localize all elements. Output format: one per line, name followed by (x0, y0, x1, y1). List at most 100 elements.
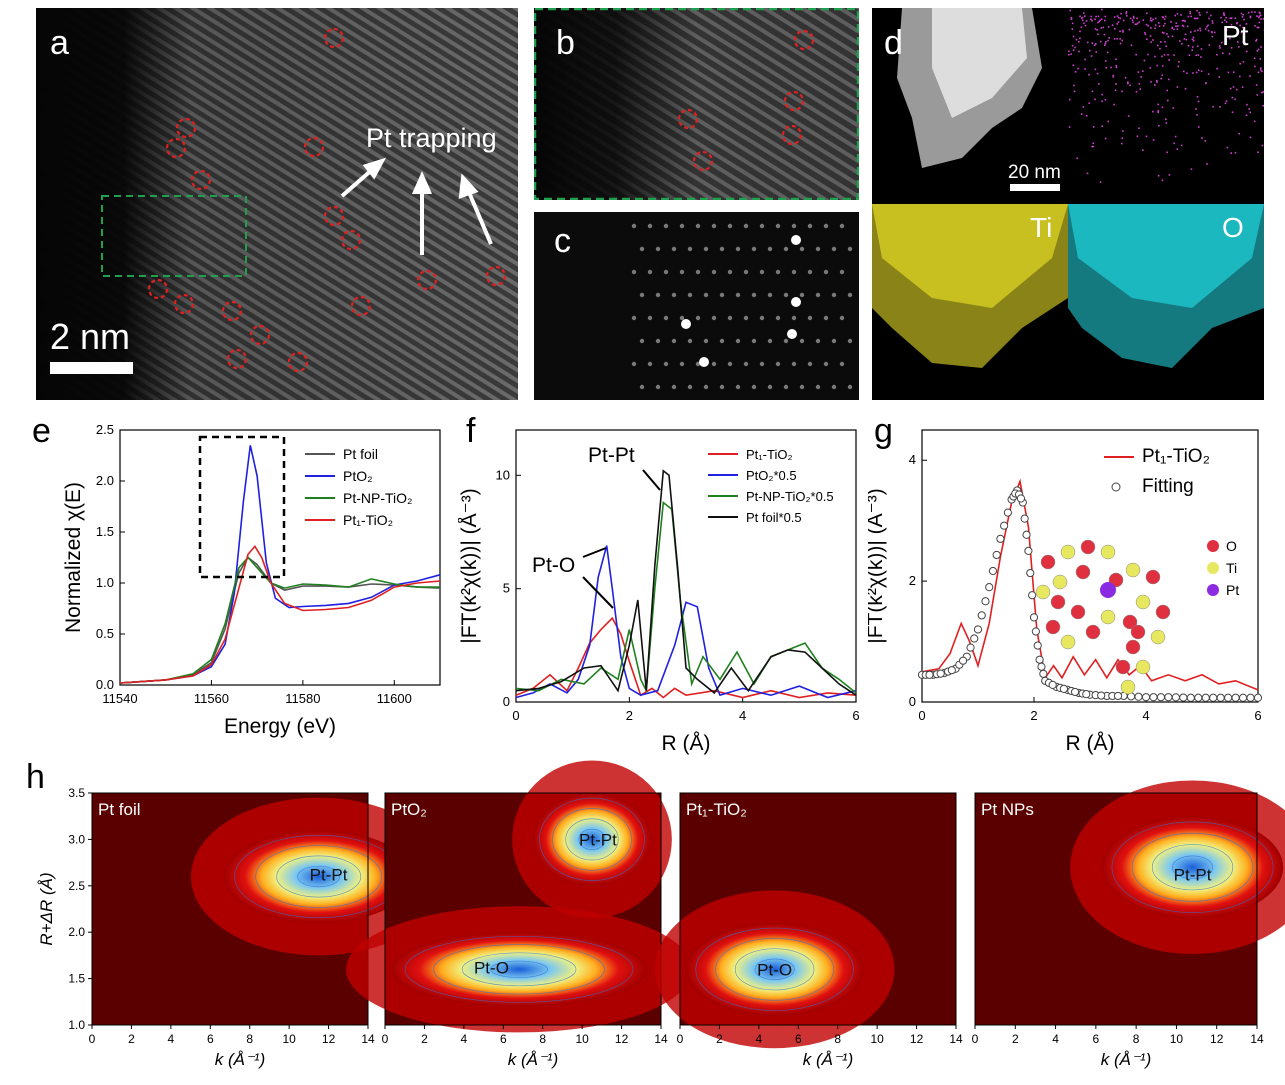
data-point (1165, 694, 1172, 701)
y-tick-label: 1.5 (68, 972, 85, 986)
pt-signal-dot (1192, 39, 1194, 41)
pt-signal-dot (1219, 45, 1221, 47)
y-tick-label: 2.0 (96, 473, 114, 488)
pt-signal-dot (1248, 108, 1250, 110)
y-tick-label: 3.0 (68, 832, 85, 846)
pt-signal-dot (1129, 85, 1131, 87)
pt-signal-dot (1246, 104, 1248, 106)
fft-spot (728, 224, 732, 228)
pt-signal-dot (1209, 44, 1211, 46)
x-tick-label: 4 (739, 708, 746, 723)
data-point (1071, 688, 1078, 695)
pt-signal-dot (1198, 126, 1200, 128)
x-tick-label: 2 (421, 1032, 428, 1046)
pt-signal-dot (1254, 57, 1256, 59)
pt-signal-dot (1260, 18, 1262, 20)
pt-signal-dot (1222, 52, 1224, 54)
panel-letter-h: h (26, 758, 45, 797)
pt-signal-dot (1212, 20, 1214, 22)
o-atom (1156, 605, 1170, 619)
data-point (1247, 694, 1254, 701)
o-atom (1146, 570, 1160, 584)
pt-signal-dot (1150, 20, 1152, 22)
fft-spot (792, 224, 796, 228)
pt-signal-dot (1262, 105, 1264, 107)
pt-signal-dot (1158, 125, 1160, 127)
fft-spot (784, 339, 788, 343)
ti-atom (1053, 575, 1067, 589)
pt-signal-dot (1259, 22, 1261, 24)
pt-signal-dot (1162, 106, 1164, 108)
pt-signal-dot (1177, 86, 1179, 88)
pt-signal-dot (1173, 143, 1175, 145)
fft-spot (656, 339, 660, 343)
fft-spot (840, 270, 844, 274)
pt-signal-dot (1150, 81, 1152, 83)
fft-spot (840, 224, 844, 228)
wt-peak-label: Pt-Pt (1174, 866, 1212, 885)
pt-signal-dot (1115, 83, 1117, 85)
pt-signal-dot (1205, 82, 1207, 84)
map-label-ti: Ti (1030, 212, 1052, 244)
pt-signal-dot (1196, 114, 1198, 116)
pt-signal-dot (1233, 71, 1235, 73)
fft-spot (752, 339, 756, 343)
pt-signal-dot (1212, 106, 1214, 108)
pt-signal-dot (1191, 49, 1193, 51)
pt-signal-dot (1225, 17, 1227, 19)
pt-signal-dot (1158, 175, 1160, 177)
y-axis-label: Normalized χ(E) (62, 482, 85, 633)
pt-signal-dot (1193, 37, 1195, 39)
pt-signal-dot (1075, 71, 1077, 73)
pt-signal-dot (1105, 43, 1107, 45)
ti-atom (1121, 680, 1135, 694)
pt-signal-dot (1256, 94, 1258, 96)
pt-signal-dot (1076, 157, 1078, 159)
y-tick-label: 2 (909, 573, 916, 588)
pt-signal-dot (1116, 65, 1118, 67)
x-tick-label: 0 (972, 1032, 979, 1046)
pt-signal-dot (1256, 84, 1258, 86)
pt-signal-dot (1116, 67, 1118, 69)
pt-signal-dot (1197, 54, 1199, 56)
fft-bright-spot (699, 357, 709, 367)
pt-signal-dot (1138, 127, 1140, 129)
pt-signal-dot (1223, 14, 1225, 16)
pt-signal-dot (1152, 19, 1154, 21)
pt-signal-dot (1154, 84, 1156, 86)
y-tick-label: 2.0 (68, 925, 85, 939)
pt-signal-dot (1089, 102, 1091, 104)
pt-signal-dot (1205, 28, 1207, 30)
fft-spot (672, 339, 676, 343)
o-atom (1051, 595, 1065, 609)
data-point (926, 671, 933, 678)
pt-signal-dot (1138, 83, 1140, 85)
pt-signal-dot (1132, 20, 1134, 22)
pt-signal-dot (1074, 91, 1076, 93)
panel-letter-a: a (50, 24, 69, 63)
pt-signal-dot (1246, 114, 1248, 116)
pt-signal-dot (1150, 17, 1152, 19)
fft-spot (744, 316, 748, 320)
fft-spot (760, 362, 764, 366)
pt-signal-dot (1220, 17, 1222, 19)
pt-signal-dot (1146, 13, 1148, 15)
x-tick-label: 6 (500, 1032, 507, 1046)
pt-signal-dot (1258, 71, 1260, 73)
scale-label-a: 2 nm (50, 316, 130, 358)
legend-label: Pt₁-TiO₂ (746, 447, 793, 462)
fft-spot (648, 316, 652, 320)
pt-signal-dot (1258, 17, 1260, 19)
legend-label: Pt foil (343, 446, 378, 462)
pt-signal-dot (1236, 89, 1238, 91)
map-label-o: O (1222, 212, 1244, 244)
pt-signal-dot (1173, 54, 1175, 56)
data-point (1180, 694, 1187, 701)
pt-signal-dot (1167, 54, 1169, 56)
fft-spot (640, 247, 644, 251)
pt-signal-dot (1161, 56, 1163, 58)
fft-spot (728, 270, 732, 274)
pt-signal-dot (1185, 34, 1187, 36)
legend-label: Pt-NP-TiO₂ (343, 490, 412, 506)
